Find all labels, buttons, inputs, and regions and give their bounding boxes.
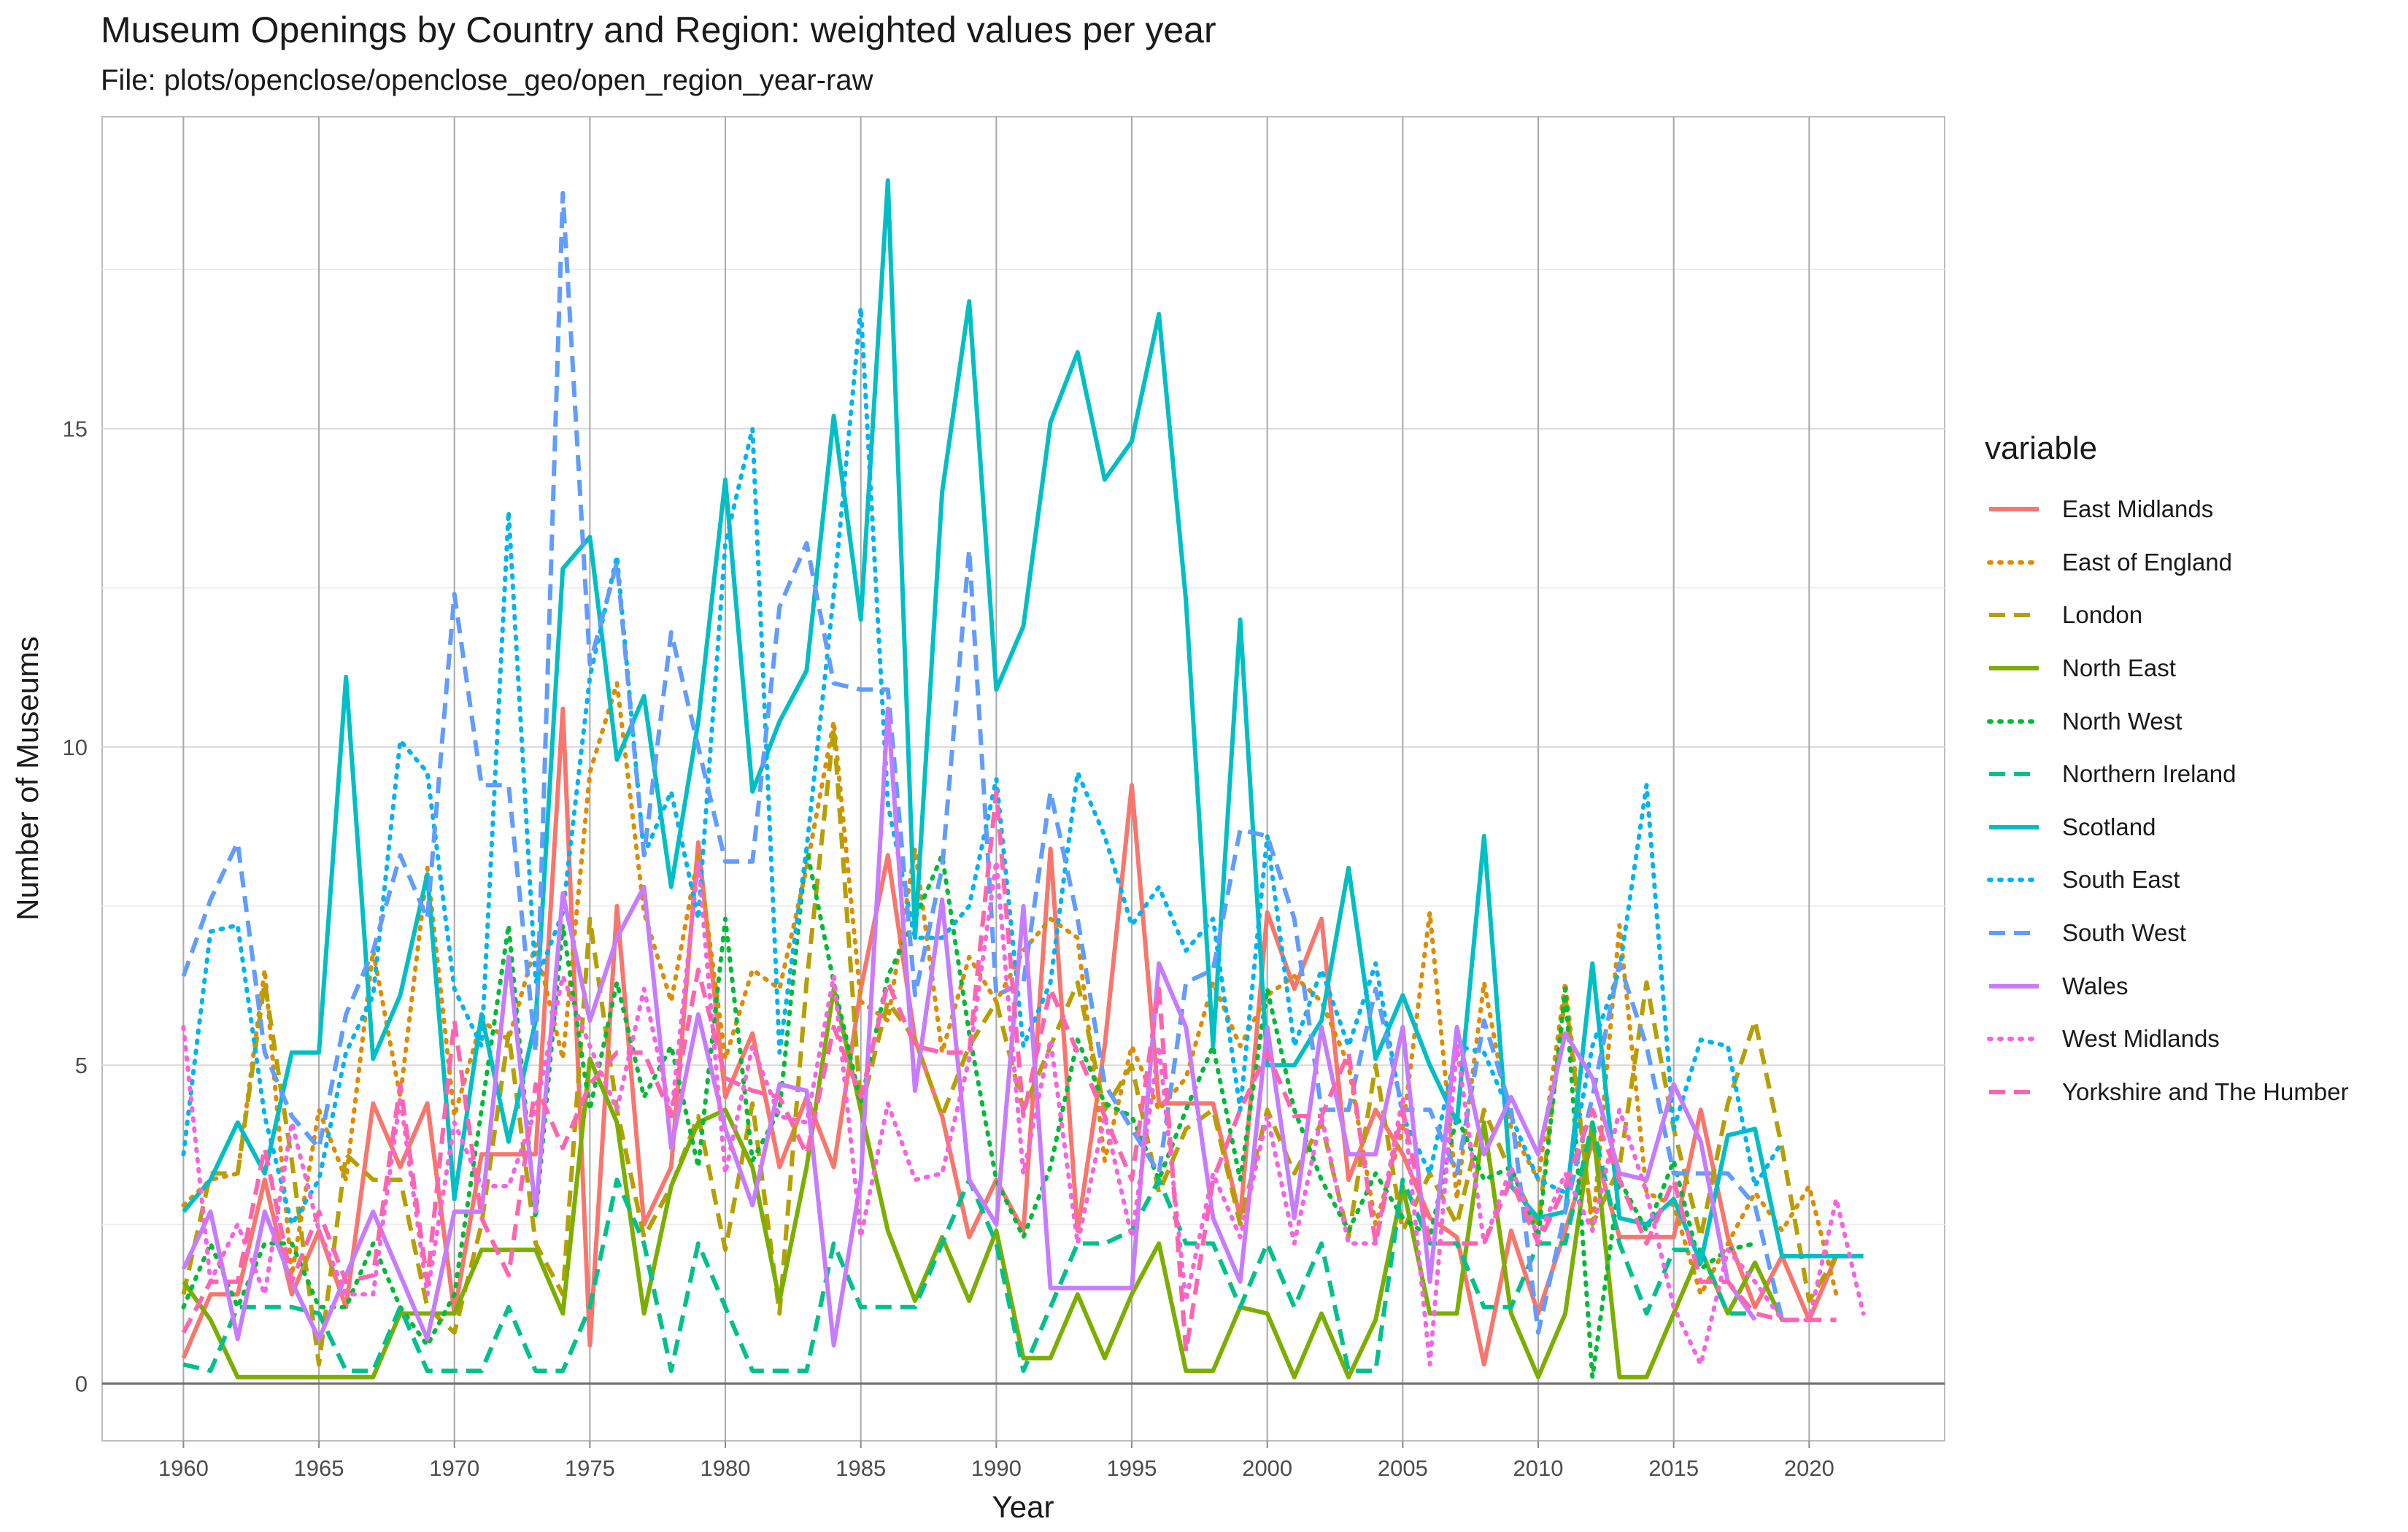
legend-item: Yorkshire and The Humber xyxy=(1985,1066,2393,1119)
x-tick-label: 2010 xyxy=(1513,1455,1564,1481)
legend-label: East of England xyxy=(2062,548,2232,576)
legend-label: East Midlands xyxy=(2062,495,2214,523)
legend-label: South West xyxy=(2062,919,2186,947)
legend-key xyxy=(1989,983,2039,989)
legend-item: South West xyxy=(1985,907,2393,960)
series-line xyxy=(181,986,1784,1380)
legend-item: London xyxy=(1985,589,2393,642)
axes: 0 5 10 15 1960 1965 1970 1975 1980 1985 1990 1995 20… xyxy=(63,417,1945,1481)
series-line xyxy=(181,789,1837,1354)
legend-item: Northern Ireland xyxy=(1985,748,2393,801)
legend-key xyxy=(1987,719,2041,724)
legend-label: West Midlands xyxy=(2062,1025,2220,1053)
y-tick-label: 15 xyxy=(63,417,88,442)
y-tick-label: 10 xyxy=(63,735,88,760)
legend-key xyxy=(1989,666,2039,671)
series-line xyxy=(181,190,1785,1335)
legend-key xyxy=(1987,878,2041,883)
legend-key xyxy=(1989,1089,2039,1094)
legend-key xyxy=(1987,560,2041,565)
legend-items: East Midlands East of England London North … xyxy=(1985,483,2393,1118)
x-tick-label: 1960 xyxy=(158,1455,209,1481)
legend-key xyxy=(1989,772,2039,777)
series-line xyxy=(181,846,1758,1380)
x-tick-label: 1975 xyxy=(565,1455,615,1481)
x-tick-label: 1995 xyxy=(1107,1455,1157,1481)
x-tick-label: 1965 xyxy=(294,1455,344,1481)
x-tick-label: 2000 xyxy=(1242,1455,1292,1481)
legend-item: South East xyxy=(1985,854,2393,907)
series-line xyxy=(182,178,1864,1265)
legend-label: North West xyxy=(2062,707,2183,735)
legend-item: North West xyxy=(1985,695,2393,748)
legend-title: variable xyxy=(1985,430,2098,466)
legend-item: East Midlands xyxy=(1985,483,2393,536)
legend-label: London xyxy=(2062,601,2143,629)
legend-key xyxy=(1987,1037,2041,1042)
y-axis-title: Number of Museums xyxy=(10,636,45,921)
x-axis-title: Year xyxy=(992,1490,1054,1524)
legend-label: Yorkshire and The Humber xyxy=(2062,1078,2349,1105)
y-tick-label: 5 xyxy=(75,1053,88,1078)
legend-item: East of England xyxy=(1985,536,2393,589)
series-line xyxy=(181,305,1785,1227)
chart-title: Museum Openings by Country and Region: w… xyxy=(101,9,1216,50)
x-tick-label: 2005 xyxy=(1378,1455,1428,1481)
legend-item: Scotland xyxy=(1985,801,2393,854)
legend-key xyxy=(1989,507,2039,512)
chart-subtitle: File: plots/openclose/openclose_geo/open… xyxy=(101,64,873,96)
legend-label: South East xyxy=(2062,866,2180,894)
series-lines xyxy=(181,178,1866,1380)
x-tick-label: 1985 xyxy=(836,1455,886,1481)
x-tick-label: 1990 xyxy=(971,1455,1022,1481)
legend-label: Scotland xyxy=(2062,813,2156,840)
legend-key xyxy=(1989,824,2039,829)
legend-key xyxy=(1989,931,2039,936)
legend-key xyxy=(1989,613,2039,618)
x-tick-label: 2020 xyxy=(1784,1455,1834,1481)
legend-label: North East xyxy=(2062,654,2176,682)
x-tick-label: 2015 xyxy=(1648,1455,1699,1481)
legend-item: West Midlands xyxy=(1985,1013,2393,1066)
x-tick-label: 1980 xyxy=(701,1455,751,1481)
series-line xyxy=(181,706,1757,1348)
x-tick-label: 1970 xyxy=(429,1455,479,1481)
legend-label: Northern Ireland xyxy=(2062,760,2237,788)
series-line xyxy=(181,859,1866,1367)
legend-item: North East xyxy=(1985,642,2393,695)
legend-item: Wales xyxy=(1985,959,2393,1013)
legend: variable East Midlands East of England Lon… xyxy=(1985,430,2393,1118)
y-tick-label: 0 xyxy=(75,1371,88,1396)
legend-label: Wales xyxy=(2062,972,2129,999)
